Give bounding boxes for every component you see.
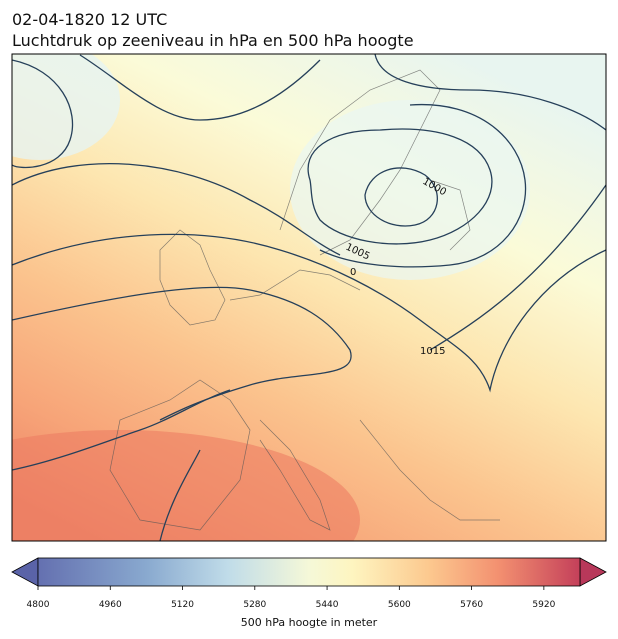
colorbar-tick-label: 5760 xyxy=(460,600,483,610)
map: 1000 1005 0 1015 xyxy=(12,54,606,541)
colorbar xyxy=(11,557,607,587)
coastlines xyxy=(109,69,500,531)
map-frame xyxy=(11,53,607,542)
colorbar-tick-label: 5120 xyxy=(171,600,194,610)
subtitle: Luchtdruk op zeeniveau in hPa en 500 hPa… xyxy=(12,31,414,50)
colorbar-body xyxy=(37,557,581,587)
high-region xyxy=(12,430,360,541)
title: 02-04-1820 12 UTC xyxy=(12,10,167,29)
isobars xyxy=(12,54,606,541)
colorbar-extend-low xyxy=(11,557,39,587)
colorbar-tick-label: 5440 xyxy=(316,600,339,610)
colorbar-tick-label: 4960 xyxy=(99,600,122,610)
colorbar-extend-high xyxy=(579,557,607,587)
contour-label: 0 xyxy=(350,267,356,278)
colorbar-label: 500 hPa hoogte in meter xyxy=(241,616,378,629)
colorbar-tick-label: 4800 xyxy=(27,600,50,610)
colorbar-tick-label: 5920 xyxy=(532,600,555,610)
colorbar-tick-label: 5280 xyxy=(243,600,266,610)
contour-label: 1015 xyxy=(420,346,445,357)
low-region xyxy=(12,54,120,160)
colorbar-tick-label: 5600 xyxy=(388,600,411,610)
